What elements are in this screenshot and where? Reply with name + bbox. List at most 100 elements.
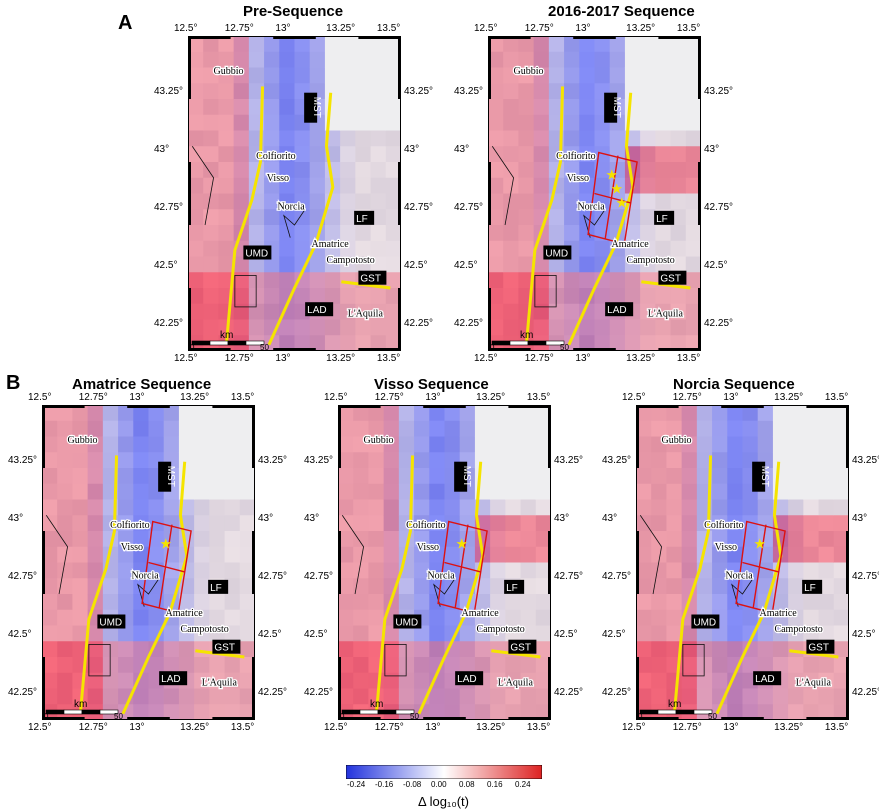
lat-tick-label: 42.25°	[8, 687, 38, 698]
lat-tick-label: 42.75°	[258, 571, 288, 582]
structure-label: LAD	[455, 671, 484, 686]
place-label: Colfiorito	[704, 520, 743, 531]
lon-tick-label: 13°	[723, 722, 739, 733]
structure-label: MST	[304, 92, 322, 123]
epicenter-star: ★	[616, 194, 629, 210]
place-label: Visso	[715, 542, 737, 553]
lat-tick-label: 43°	[454, 144, 470, 155]
svg-text:GST: GST	[510, 643, 531, 654]
place-label: L'Aquila	[498, 677, 534, 688]
structure-label: MST	[752, 461, 770, 492]
svg-text:LF: LF	[210, 583, 222, 594]
lon-tick-label: 13.5°	[824, 722, 849, 733]
svg-text:km: km	[370, 699, 383, 710]
colorbar-tick-label: 0.24	[515, 780, 531, 789]
svg-text:km: km	[220, 330, 233, 341]
svg-text:LAD: LAD	[457, 674, 476, 685]
thrust-fronts	[672, 455, 839, 715]
epicenter-star: ★	[606, 166, 619, 182]
place-label: Colfiorito	[556, 151, 595, 162]
structure-label: MST	[158, 461, 176, 492]
svg-text:50: 50	[708, 712, 717, 720]
lat-tick-label: 43°	[258, 513, 274, 524]
lat-tick-label: 43.25°	[554, 455, 584, 466]
place-label: Amatrice	[462, 608, 500, 619]
lon-tick-label: 12.75°	[224, 23, 254, 34]
lon-tick-label: 12.5°	[28, 392, 52, 403]
svg-text:MST: MST	[165, 466, 176, 487]
map-background	[636, 405, 849, 720]
svg-text:50: 50	[260, 343, 269, 351]
fault-lines	[639, 515, 754, 677]
svg-text:LF: LF	[804, 583, 816, 594]
place-label: Visso	[121, 542, 143, 553]
lat-tick-label: 43°	[704, 144, 720, 155]
lat-tick-label: 43.25°	[154, 86, 184, 97]
place-label: Campotosto	[180, 624, 228, 635]
lon-tick-label: 12.75°	[672, 722, 702, 733]
structure-label: GST	[658, 270, 687, 285]
svg-text:LAD: LAD	[307, 305, 326, 316]
fault-plane-outline	[587, 151, 638, 245]
svg-text:MST: MST	[311, 97, 322, 118]
lon-tick-label: 12.75°	[78, 392, 108, 403]
map-frame	[488, 36, 701, 351]
map-title: 2016-2017 Sequence	[548, 3, 695, 20]
lat-tick-label: 42.75°	[554, 571, 584, 582]
place-label: Gubbio	[514, 66, 544, 77]
svg-text:GST: GST	[214, 643, 235, 654]
panel-letter-a: A	[118, 12, 133, 34]
map-svg: Gubbio Colfiorito Visso Norcia Amatrice Campo…	[188, 36, 401, 351]
svg-text:LAD: LAD	[607, 305, 626, 316]
lat-tick-label: 43°	[154, 144, 170, 155]
lat-tick-label: 42.5°	[8, 629, 32, 640]
place-label: L'Aquila	[348, 308, 384, 319]
place-label: Amatrice	[760, 608, 798, 619]
lon-tick-label: 13.5°	[676, 353, 701, 364]
lat-tick-label: 42.5°	[154, 260, 178, 271]
map-title: Amatrice Sequence	[72, 376, 212, 393]
lon-tick-label: 12.75°	[524, 23, 554, 34]
lon-tick-label: 13°	[723, 392, 739, 403]
lon-tick-label: 13.5°	[230, 722, 255, 733]
map-title: Pre-Sequence	[243, 3, 344, 20]
lat-tick-label: 42.5°	[258, 629, 282, 640]
structure-label: MST	[454, 461, 472, 492]
lat-tick-label: 43.25°	[404, 86, 434, 97]
lat-tick-label: 42.75°	[8, 571, 38, 582]
lat-tick-label: 42.5°	[404, 260, 428, 271]
svg-text:LF: LF	[656, 214, 668, 225]
lat-tick-label: 42.5°	[602, 629, 626, 640]
lon-tick-label: 13°	[575, 23, 591, 34]
lon-tick-label: 13°	[129, 392, 145, 403]
lon-tick-label: 13.25°	[326, 353, 356, 364]
lon-tick-label: 12.75°	[78, 722, 108, 733]
place-label: Amatrice	[166, 608, 204, 619]
svg-text:50: 50	[560, 343, 569, 351]
structure-label: GST	[212, 639, 241, 654]
svg-text:km: km	[74, 699, 87, 710]
lon-tick-label: 13°	[425, 392, 441, 403]
svg-text:LF: LF	[506, 583, 518, 594]
lon-tick-label: 12.75°	[374, 722, 404, 733]
epicenter-star: ★	[611, 180, 624, 196]
map-background	[188, 36, 401, 351]
svg-text:0: 0	[44, 712, 49, 720]
colorbar-tick-label: -0.24	[347, 780, 366, 789]
svg-text:UMD: UMD	[545, 249, 568, 260]
place-label: L'Aquila	[648, 308, 684, 319]
colorbar	[346, 765, 542, 779]
colorbar-tick-label: -0.16	[375, 780, 394, 789]
lat-tick-label: 42.25°	[554, 687, 584, 698]
structure-label: LF	[654, 210, 675, 225]
lon-tick-label: 12.75°	[672, 392, 702, 403]
map-frame	[188, 36, 401, 351]
map-title: Norcia Sequence	[673, 376, 795, 393]
structure-label: UMD	[691, 614, 720, 629]
map-panel: ★ ★ ★ Gubbio Colfiorito Visso Norcia Amatrice Ca…	[488, 36, 701, 351]
lon-tick-label: 13.5°	[230, 392, 255, 403]
fault-lines	[341, 515, 456, 677]
lat-tick-label: 42.75°	[602, 571, 632, 582]
colorbar-tick-label: 0.08	[459, 780, 475, 789]
svg-text:km: km	[520, 330, 533, 341]
